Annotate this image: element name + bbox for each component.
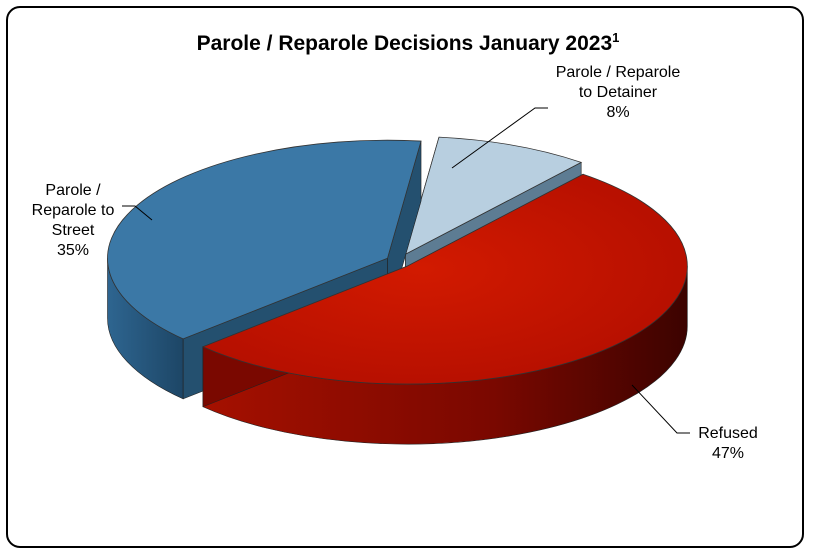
leader-lines xyxy=(122,107,690,434)
slice-top-detainer xyxy=(404,136,583,256)
leader-line-street xyxy=(122,205,153,221)
leader-line-detainer xyxy=(451,107,548,169)
chart-title: Parole / Reparole Decisions January 2023… xyxy=(196,30,620,55)
label-detainer: Parole / Reparole to Detainer 8% xyxy=(555,64,681,121)
label-street: Parole / Reparole to Street 35% xyxy=(31,182,115,259)
slice-top-refused xyxy=(201,173,688,385)
pie-group xyxy=(107,136,688,445)
leader-line-refused xyxy=(631,384,690,434)
slice-top-street xyxy=(107,139,422,340)
label-refused: Refused 47% xyxy=(698,425,758,462)
